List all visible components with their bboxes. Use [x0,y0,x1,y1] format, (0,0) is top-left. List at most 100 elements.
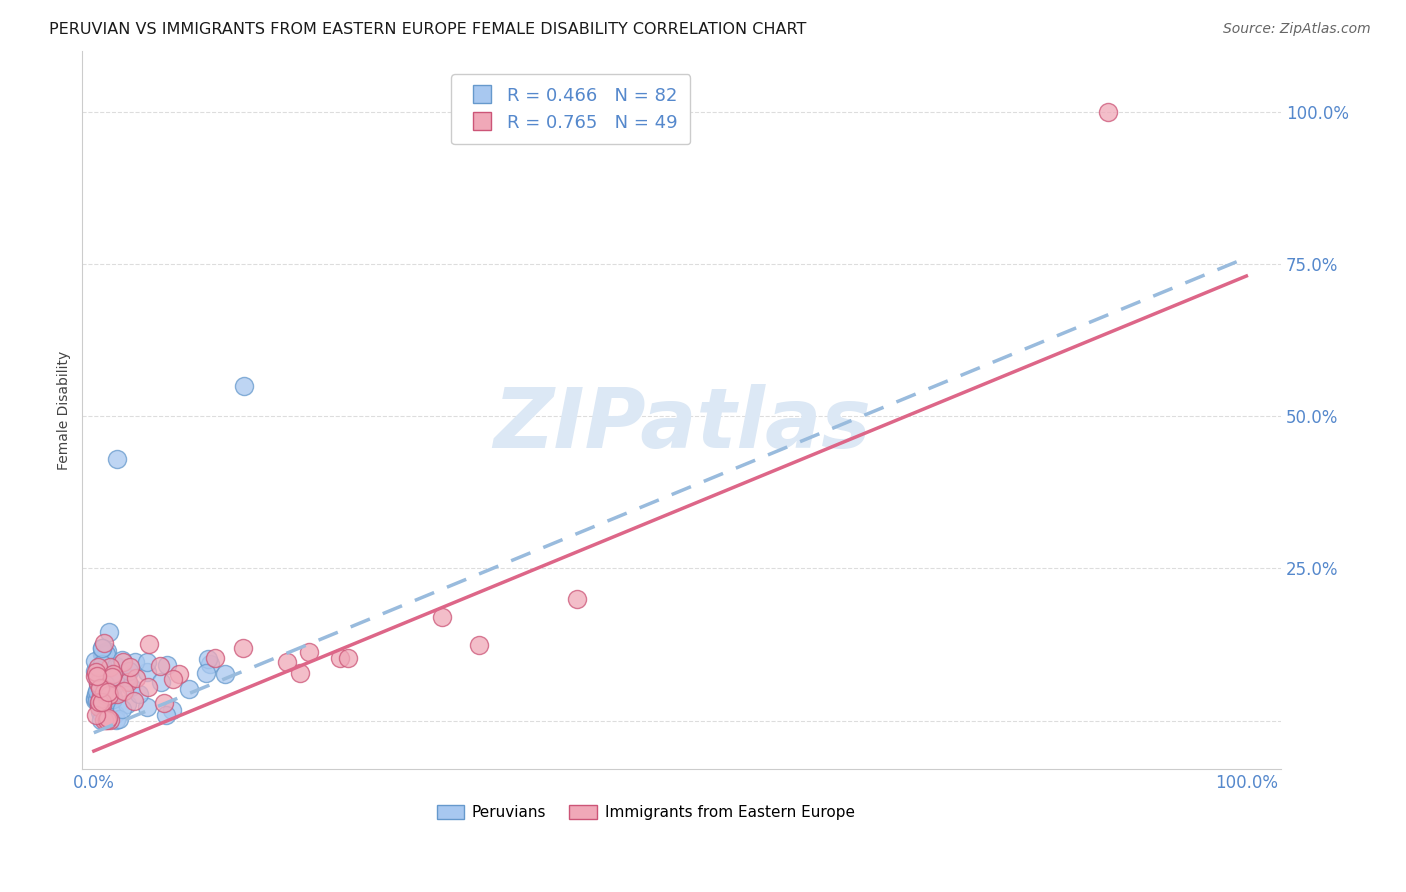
Point [567,592,589,607]
Point [93,698,115,713]
Point [111,702,134,716]
Point [91,657,114,672]
Legend: Peruvians, Immigrants from Eastern Europe: Peruvians, Immigrants from Eastern Europ… [430,799,860,826]
Point [1097,104,1119,119]
Point [96,713,118,727]
Point [90,695,112,709]
Point [198,657,221,671]
Point [97,685,120,699]
Point [94,665,117,680]
Point [138,637,160,651]
Point [93,647,115,661]
Point [98,625,121,640]
Point [89,695,111,709]
Point [104,669,127,683]
Point [110,652,132,666]
Point [153,696,176,710]
Point [156,657,179,672]
Point [84,687,107,701]
Point [103,667,125,681]
Point [94,713,117,727]
Point [98,713,121,727]
Point [122,694,145,708]
Point [93,703,115,717]
Point [86,676,108,690]
Point [155,707,177,722]
Point [87,660,110,674]
Point [93,713,115,727]
Point [84,690,107,705]
Point [136,699,159,714]
Point [97,711,120,725]
Point [128,687,150,701]
Point [112,683,135,698]
Point [87,698,110,712]
Point [97,688,120,702]
Point [90,640,112,655]
Point [93,636,115,650]
Point [98,685,121,699]
Point [84,669,107,683]
Point [124,655,146,669]
Point [89,674,111,689]
Y-axis label: Female Disability: Female Disability [58,351,72,469]
Point [118,664,141,678]
Point [160,703,183,717]
Point [150,675,173,690]
Point [90,647,112,661]
Point [162,672,184,686]
Point [104,659,127,673]
Point [94,690,117,704]
Point [115,674,138,689]
Point [90,698,112,713]
Point [101,690,124,704]
Point [103,691,125,706]
Point [89,681,111,695]
Point [89,700,111,714]
Point [100,670,122,684]
Point [337,651,360,665]
Point [86,693,108,707]
Text: PERUVIAN VS IMMIGRANTS FROM EASTERN EUROPE FEMALE DISABILITY CORRELATION CHART: PERUVIAN VS IMMIGRANTS FROM EASTERN EURO… [49,22,807,37]
Point [93,685,115,699]
Point [214,666,236,681]
Point [91,662,114,676]
Point [100,667,122,681]
Point [124,671,146,685]
Point [96,690,118,705]
Point [104,672,127,686]
Point [177,682,200,697]
Point [87,681,110,695]
Point [204,650,226,665]
Point [93,665,115,679]
Point [468,639,491,653]
Point [276,655,298,669]
Point [194,666,217,681]
Point [93,646,115,660]
Point [89,667,111,681]
Point [118,660,141,674]
Point [98,660,121,674]
Point [94,677,117,691]
Point [87,695,110,709]
Point [89,681,111,696]
Point [97,690,120,705]
Point [84,654,107,668]
Point [108,712,131,726]
Point [87,676,110,690]
Point [115,697,138,711]
Point [84,707,107,722]
Point [91,698,114,712]
Point [87,674,110,689]
Point [86,690,108,704]
Point [100,665,122,680]
Point [86,671,108,685]
Point [167,667,190,681]
Point [136,681,159,695]
Point [90,668,112,682]
Point [90,685,112,699]
Point [84,693,107,707]
Point [89,705,111,719]
Point [105,451,128,466]
Point [120,680,142,694]
